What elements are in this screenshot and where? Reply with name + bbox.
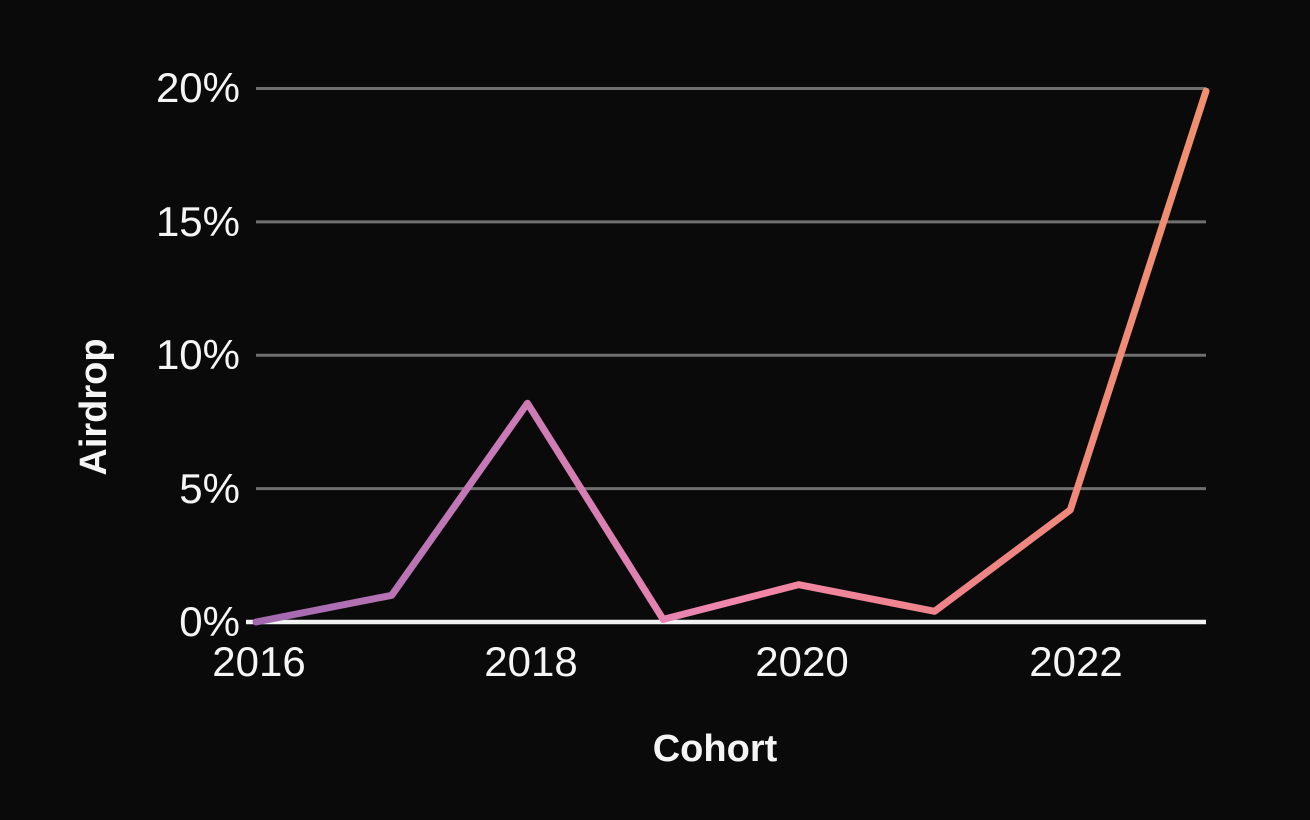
y-axis-title: Airdrop	[73, 338, 115, 476]
series-line	[252, 87, 1210, 626]
y-tick-20: 20%	[155, 64, 240, 111]
x-tick-2016: 2016	[212, 638, 306, 685]
x-tick-2018: 2018	[484, 638, 578, 685]
gridlines	[256, 87, 1206, 491]
x-tick-2020: 2020	[755, 638, 849, 685]
y-tick-15: 15%	[155, 198, 240, 245]
x-tick-2022: 2022	[1029, 638, 1123, 685]
y-tick-10: 10%	[155, 331, 240, 378]
x-axis-title: Cohort	[652, 728, 778, 770]
y-tick-5: 5%	[179, 465, 240, 512]
y-tick-0: 0%	[179, 598, 240, 645]
